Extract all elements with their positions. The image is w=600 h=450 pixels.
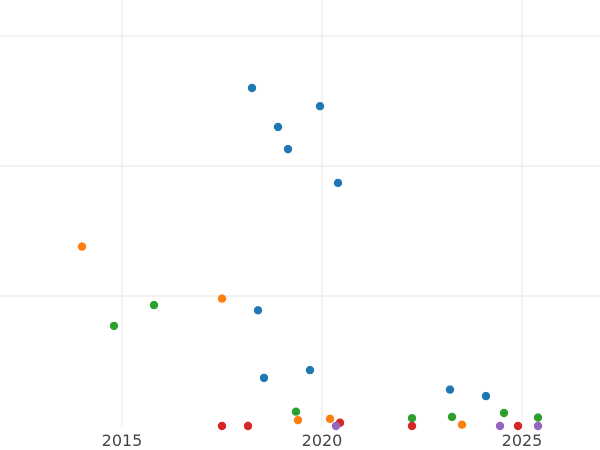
data-point bbox=[457, 420, 467, 429]
data-point bbox=[283, 144, 293, 154]
x-axis-ticks: 2015 2020 2025 bbox=[102, 431, 543, 450]
data-point bbox=[481, 391, 491, 401]
data-point bbox=[109, 321, 119, 331]
data-point bbox=[259, 373, 269, 383]
data-point bbox=[253, 306, 263, 315]
data-point bbox=[217, 294, 227, 303]
data-point bbox=[325, 414, 335, 424]
data-point bbox=[315, 102, 325, 111]
data-point bbox=[291, 407, 301, 416]
data-point bbox=[247, 83, 257, 93]
data-point bbox=[333, 178, 343, 188]
data-point bbox=[217, 421, 227, 431]
data-point bbox=[149, 300, 159, 310]
x-tick-label: 2015 bbox=[102, 431, 143, 450]
data-point bbox=[533, 421, 543, 431]
data-point bbox=[513, 421, 523, 431]
data-point bbox=[305, 365, 315, 375]
data-point bbox=[293, 415, 303, 425]
data-point bbox=[407, 414, 417, 423]
data-point bbox=[407, 421, 417, 431]
data-point bbox=[447, 412, 457, 422]
data-point bbox=[331, 421, 341, 431]
grid bbox=[0, 0, 600, 426]
data-point bbox=[533, 413, 543, 422]
data-points bbox=[77, 83, 543, 431]
data-point bbox=[445, 385, 455, 394]
data-point bbox=[495, 421, 505, 431]
x-tick-label: 2020 bbox=[302, 431, 343, 450]
data-point bbox=[499, 408, 509, 418]
x-tick-label: 2025 bbox=[502, 431, 543, 450]
data-point bbox=[77, 242, 87, 251]
data-point bbox=[273, 122, 283, 132]
data-point bbox=[243, 421, 253, 431]
